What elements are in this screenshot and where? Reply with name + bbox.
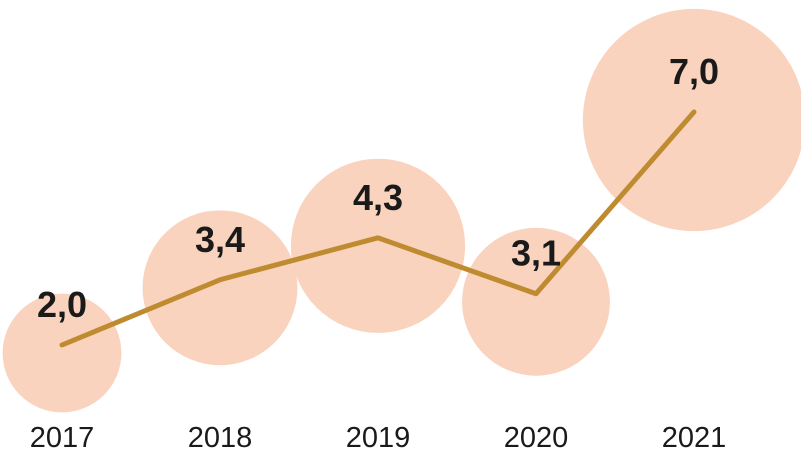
bubble-2018 (142, 210, 298, 366)
value-label-2020: 3,1 (511, 233, 561, 274)
x-axis-label-2020: 2020 (504, 422, 569, 453)
value-label-2018: 3,4 (195, 219, 245, 260)
x-axis-label-2017: 2017 (30, 422, 95, 453)
x-axis-label-2019: 2019 (346, 422, 411, 453)
value-label-2017: 2,0 (37, 284, 87, 325)
value-label-2021: 7,0 (669, 51, 719, 92)
bubble-2017 (2, 293, 122, 413)
x-axis-label-2021: 2021 (662, 422, 727, 453)
trend-line (59, 109, 697, 348)
value-label-2019: 4,3 (353, 177, 403, 218)
bubble-2019 (290, 158, 466, 333)
bubble-2021 (582, 8, 801, 232)
bubble-2020 (462, 227, 610, 376)
x-axis-label-2018: 2018 (188, 422, 253, 453)
